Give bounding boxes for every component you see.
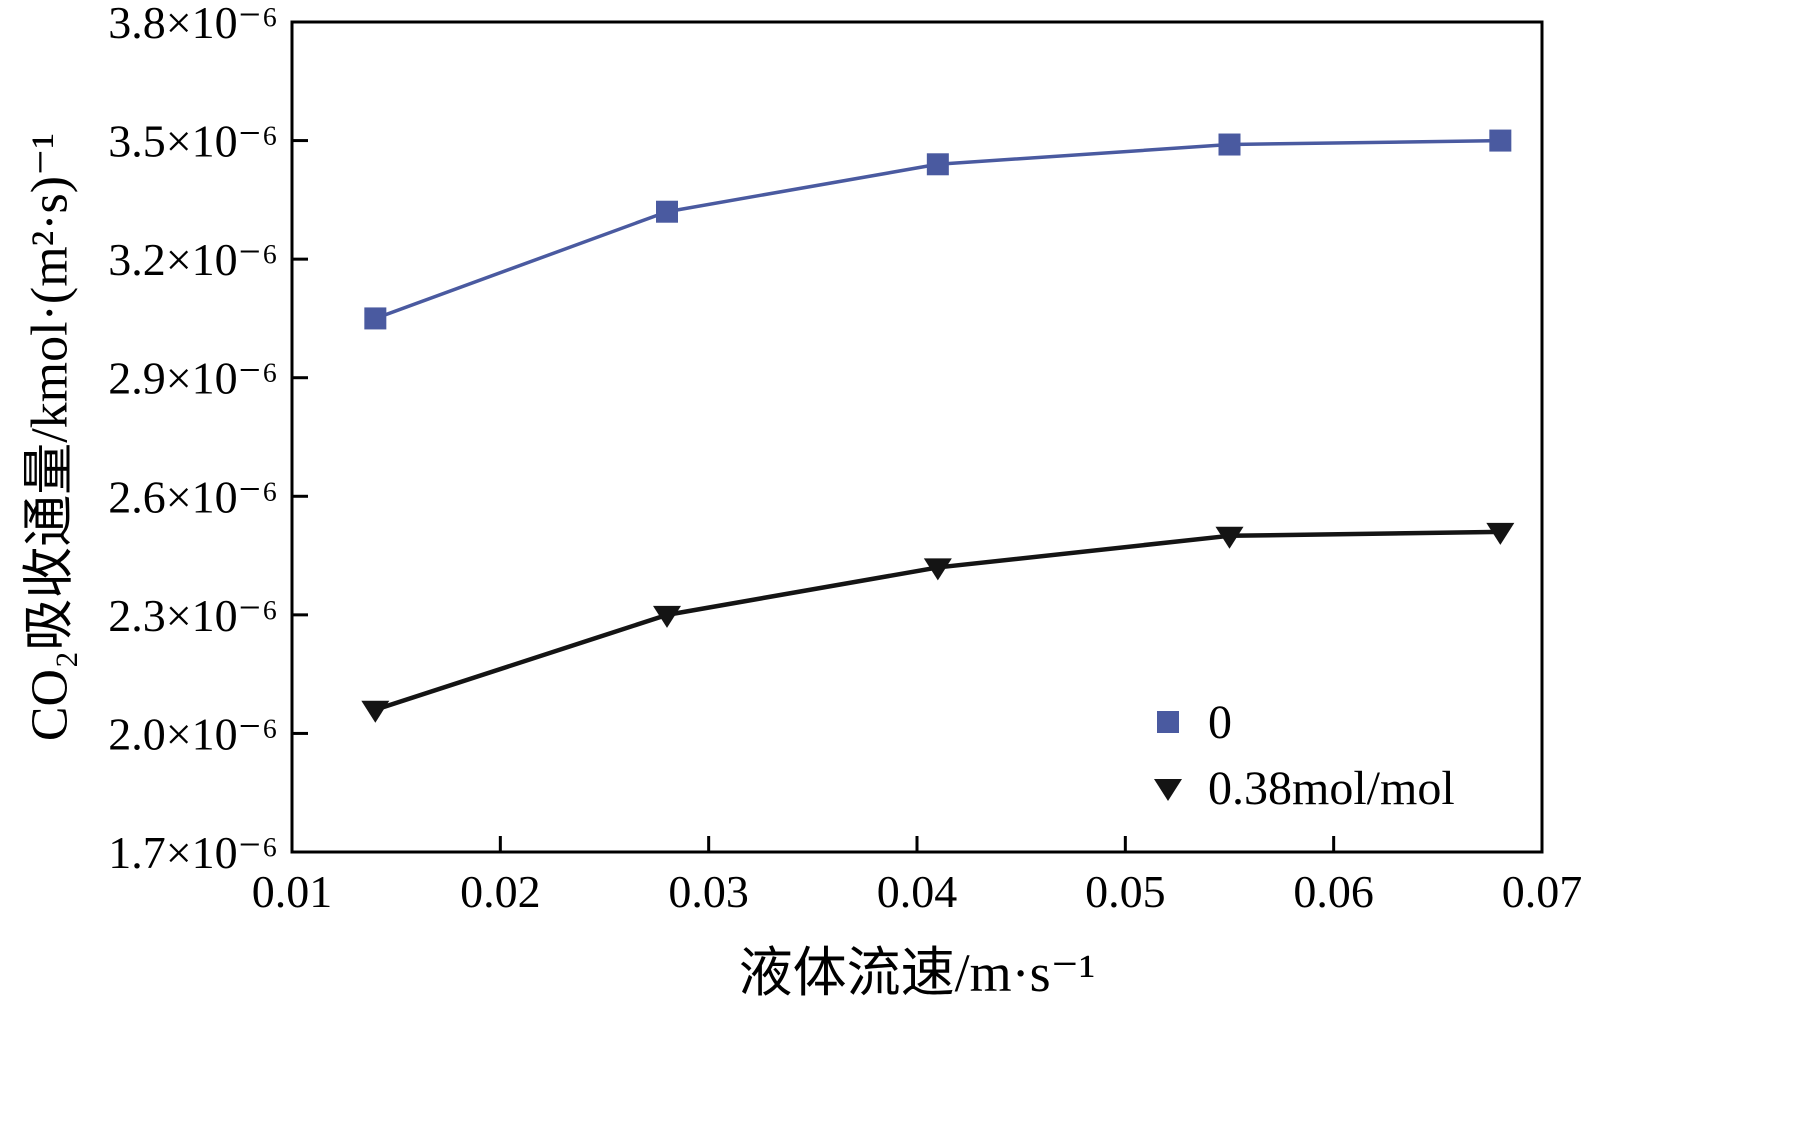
y-tick-label: 1.7×10⁻⁶ <box>108 827 278 878</box>
series-0-point-0-square-marker <box>364 307 387 330</box>
x-axis-label: 液体流速/m·s⁻¹ <box>738 943 1096 1003</box>
series-0-point-4-square-marker <box>1489 129 1512 152</box>
x-tick-label: 0.01 <box>252 866 333 917</box>
y-tick-label: 2.6×10⁻⁶ <box>108 471 278 522</box>
y-tick-label: 3.2×10⁻⁶ <box>108 234 278 285</box>
x-tick-label: 0.05 <box>1085 866 1166 917</box>
x-tick-label: 0.02 <box>460 866 541 917</box>
series-0-point-1-square-marker <box>656 200 678 223</box>
legend-entry-1-triangle-down-marker <box>1154 779 1182 801</box>
legend-label-1: 0.38mol/mol <box>1208 762 1455 815</box>
y-tick-label: 3.8×10⁻⁶ <box>108 0 278 48</box>
y-tick-label: 3.5×10⁻⁶ <box>108 116 278 167</box>
series-0-point-3-square-marker <box>1218 133 1241 156</box>
plot-frame <box>290 20 1544 854</box>
series-1-point-3-triangle-down-marker <box>1215 526 1244 549</box>
series-1-point-1-triangle-down-marker <box>653 605 681 628</box>
y-tick-label: 2.0×10⁻⁶ <box>108 708 278 759</box>
series-1-point-4-triangle-down-marker <box>1486 522 1515 545</box>
legend-label-0: 0 <box>1208 696 1232 749</box>
series-1-point-0-triangle-down-marker <box>361 700 390 723</box>
x-tick-label: 0.07 <box>1502 866 1583 917</box>
x-tick-label: 0.03 <box>668 866 749 917</box>
y-axis-label: CO₂吸收通量/kmol·(m²·s)⁻¹ <box>21 132 79 742</box>
series-0-point-2-square-marker <box>926 153 949 176</box>
y-tick-label: 2.9×10⁻⁶ <box>108 353 278 404</box>
legend-entry-0-square-marker <box>1157 711 1179 733</box>
series-1-point-2-triangle-down-marker <box>923 558 952 581</box>
x-tick-label: 0.04 <box>877 866 958 917</box>
x-tick-label: 0.06 <box>1293 866 1374 917</box>
y-tick-label: 2.3×10⁻⁶ <box>108 590 278 641</box>
